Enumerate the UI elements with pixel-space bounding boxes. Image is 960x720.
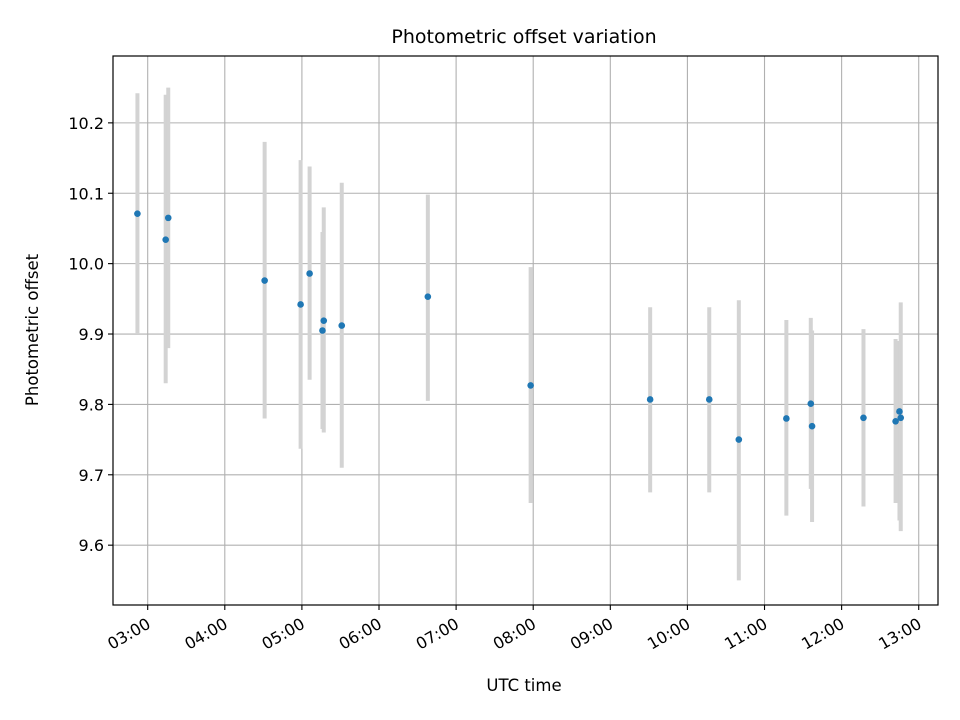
data-point xyxy=(338,322,346,329)
y-tick-label: 10.0 xyxy=(68,255,104,274)
x-tick-label: 06:00 xyxy=(336,614,385,654)
data-point xyxy=(807,400,815,408)
data-point xyxy=(892,417,899,425)
data-point xyxy=(320,317,328,324)
data-point xyxy=(897,414,905,422)
x-tick-label: 03:00 xyxy=(104,614,153,654)
data-point xyxy=(306,270,313,277)
y-tick-label: 9.9 xyxy=(79,325,104,344)
data-point xyxy=(860,414,867,422)
grid xyxy=(113,56,938,605)
data-point xyxy=(527,382,534,389)
x-axis-label: UTC time xyxy=(486,676,561,695)
plot-frame xyxy=(112,55,939,606)
data-points xyxy=(134,210,905,443)
data-point xyxy=(896,408,903,415)
data-point xyxy=(261,277,268,284)
x-tick-label: 08:00 xyxy=(490,614,539,654)
chart-title: Photometric offset variation xyxy=(391,26,656,48)
data-point xyxy=(319,327,326,334)
x-tick-label: 07:00 xyxy=(413,614,462,654)
x-axis: 03:00 04:00 05:00 06:00 07:00 08:00 09:00 10:00… xyxy=(104,605,925,654)
x-tick-label: 05:00 xyxy=(258,614,307,654)
data-point xyxy=(646,396,654,403)
x-tick-label: 13:00 xyxy=(875,614,924,654)
y-tick-label: 9.6 xyxy=(79,536,104,555)
y-axis-label: Photometric offset xyxy=(23,253,42,406)
data-point xyxy=(705,396,713,403)
x-tick-label: 09:00 xyxy=(567,614,616,654)
x-tick-label: 04:00 xyxy=(181,614,230,654)
data-point xyxy=(297,301,304,308)
data-point xyxy=(164,214,172,222)
data-point xyxy=(808,422,816,430)
y-tick-label: 10.2 xyxy=(68,114,104,133)
y-tick-label: 10.1 xyxy=(68,184,104,203)
y-tick-label: 9.8 xyxy=(79,395,104,414)
y-tick-label: 9.7 xyxy=(79,466,104,485)
x-tick-label: 11:00 xyxy=(721,614,770,654)
data-point xyxy=(162,236,169,244)
x-tick-label: 10:00 xyxy=(644,614,693,654)
data-point xyxy=(783,415,790,422)
y-axis: 9.6 9.7 9.8 9.9 10.0 10.1 10.2 xyxy=(68,114,113,555)
data-point xyxy=(134,210,141,217)
data-point xyxy=(424,293,432,301)
x-tick-label: 12:00 xyxy=(798,614,847,654)
data-point xyxy=(735,436,743,443)
